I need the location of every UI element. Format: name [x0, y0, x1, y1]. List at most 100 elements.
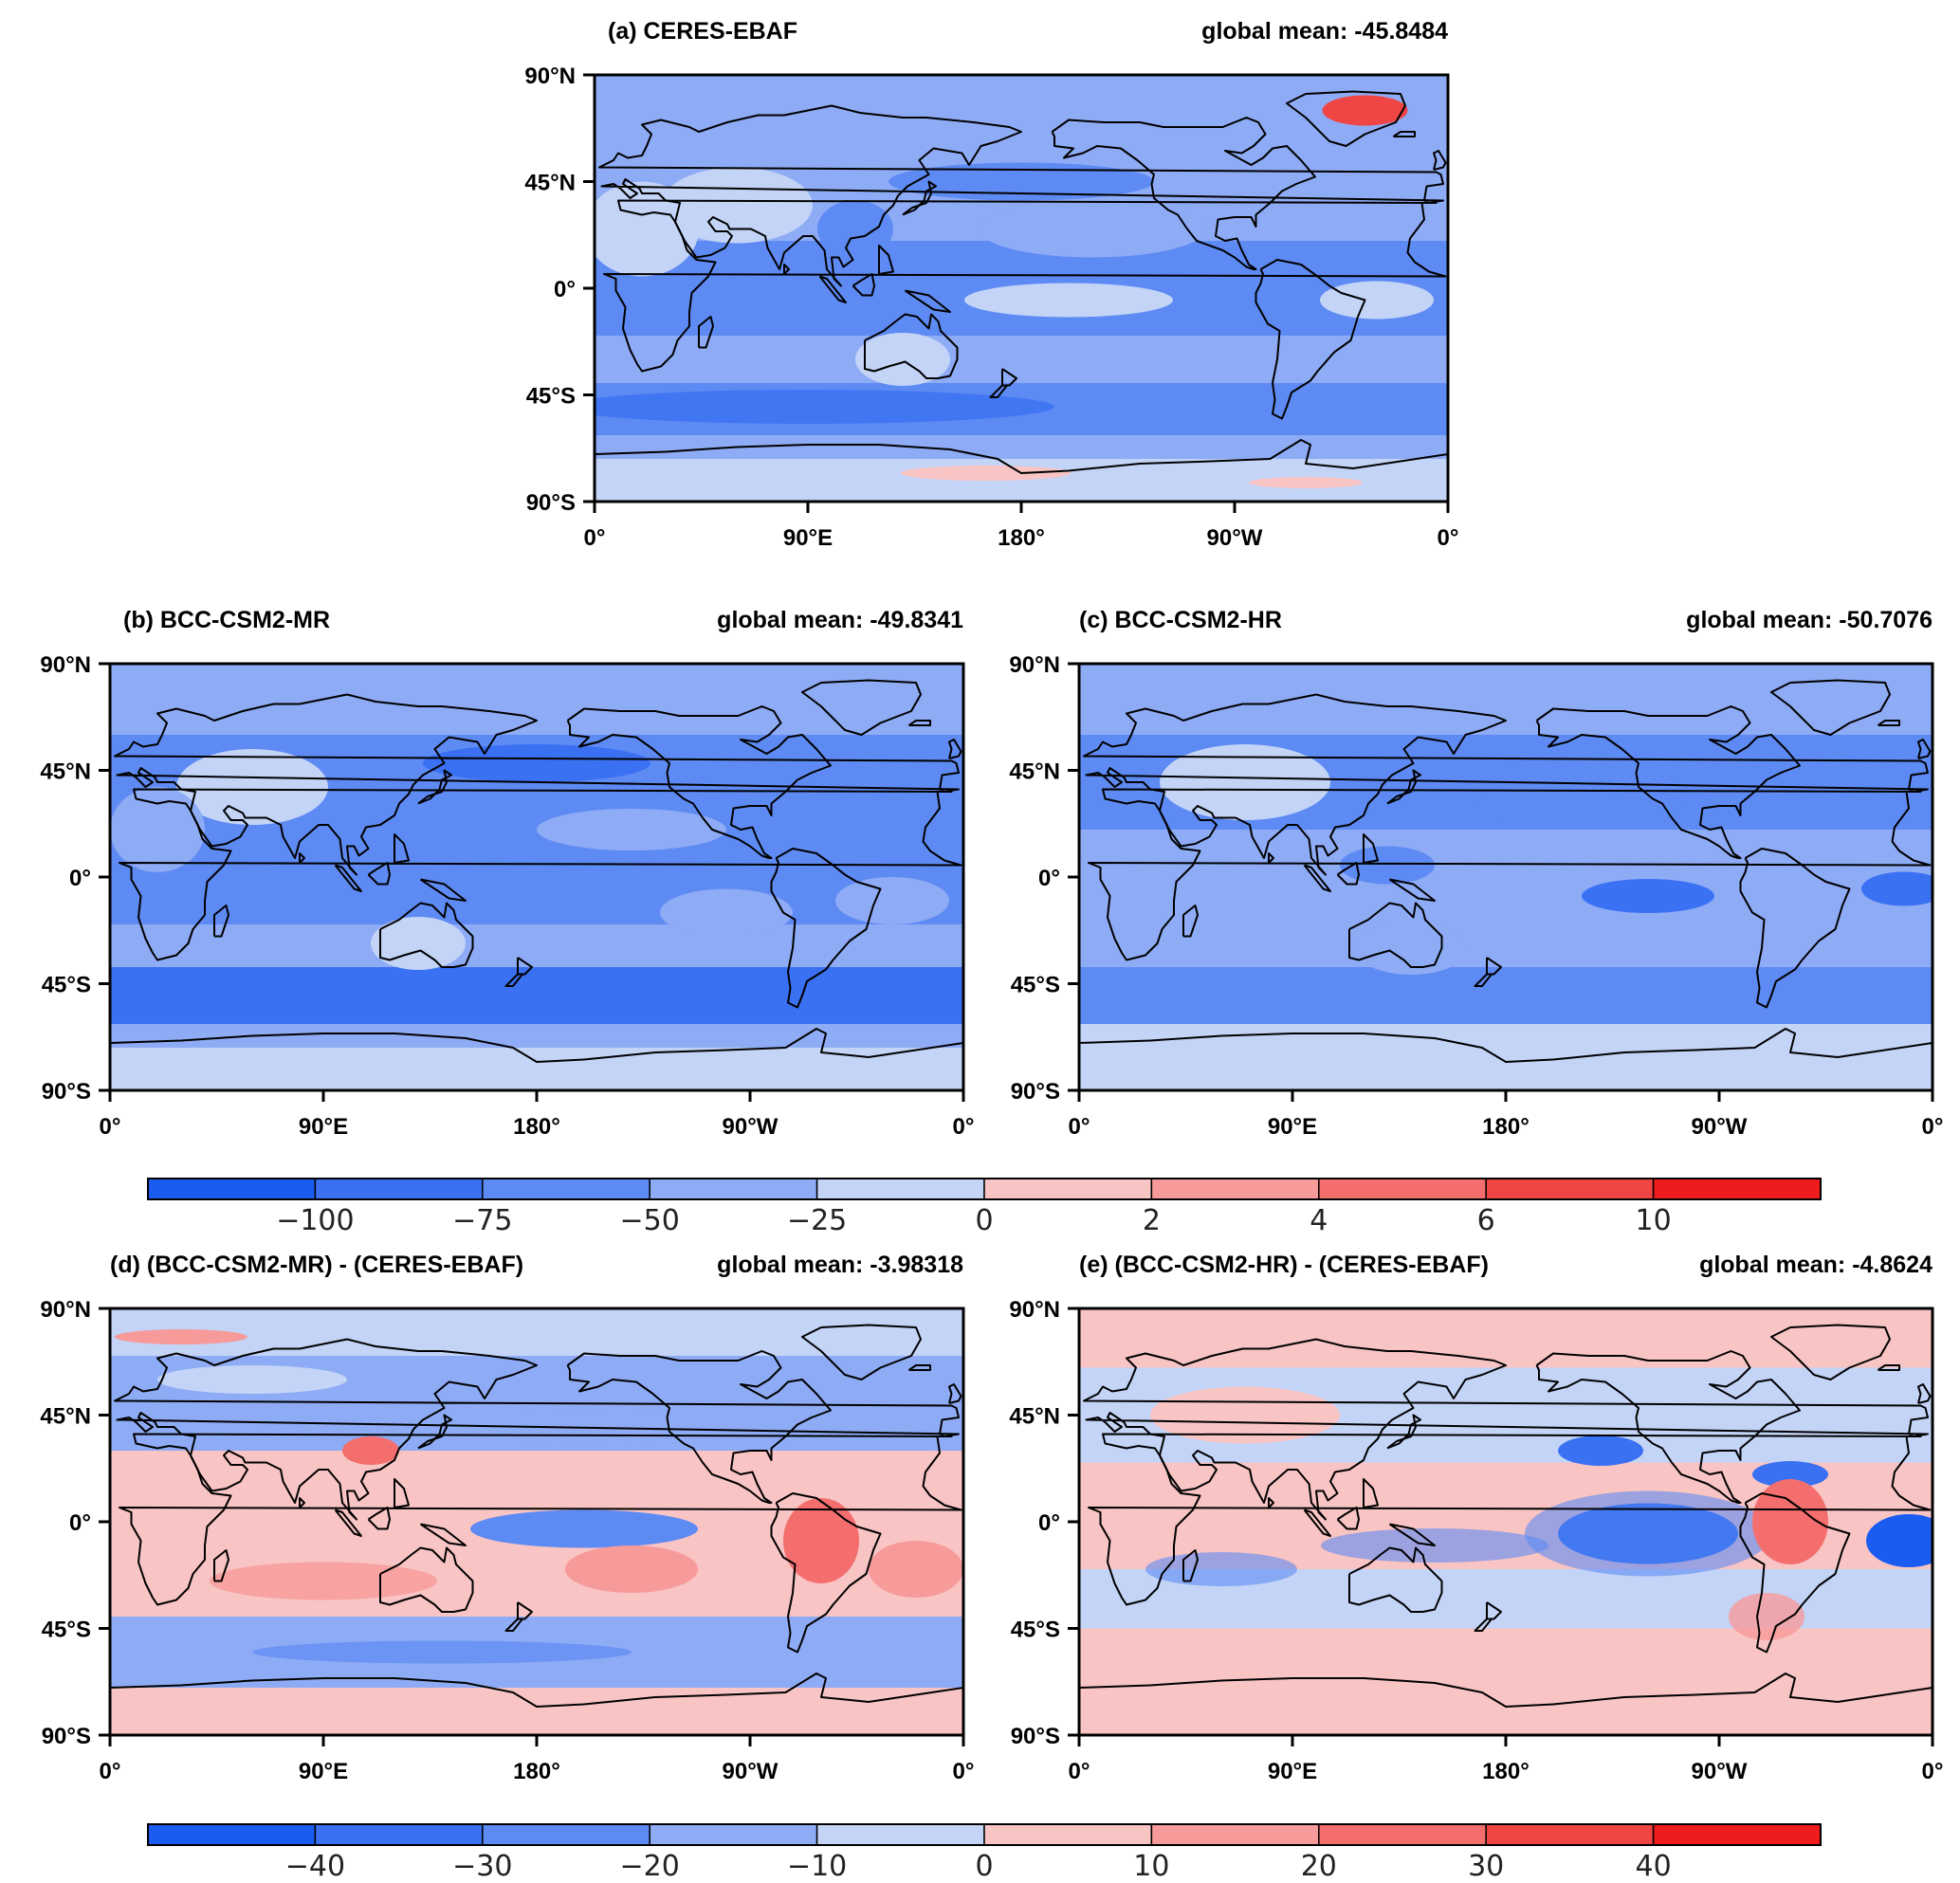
colorbar-label: 40: [1636, 1850, 1672, 1883]
panel-mr-minus-ceres: (d) (BCC-CSM2-MR) - (CERES-EBAF) global …: [40, 1252, 974, 1784]
colorbar-swatch: [649, 1178, 818, 1200]
colorbar-swatch: [815, 1823, 985, 1846]
panel-bcc-csm2-mr: (b) BCC-CSM2-MR global mean: -49.8341 90…: [40, 607, 974, 1140]
lat-tick-90s: 90°S: [526, 490, 576, 516]
colorbar-swatch: [815, 1178, 985, 1200]
lat-tick-0: 0°: [554, 277, 576, 302]
colorbar-label: −25: [787, 1204, 847, 1237]
colorbar-swatch: [147, 1178, 317, 1200]
lat-tick-45n: 45°N: [524, 171, 576, 196]
colorbar-label: 10: [1133, 1850, 1169, 1883]
lat-tick-45n: 45°N: [40, 759, 91, 785]
lat-tick-45n: 45°N: [40, 1404, 91, 1430]
colorbar-label: 20: [1301, 1850, 1337, 1883]
colorbar-absolute: −100 −75 −50 −25 0 2 4 6 10: [147, 1178, 1822, 1237]
lon-tick-90w: 90°W: [723, 1114, 779, 1140]
lon-tick-90w: 90°W: [1692, 1114, 1748, 1140]
lat-tick-90n: 90°N: [1009, 1297, 1060, 1323]
colorbar-label: 0: [975, 1850, 993, 1883]
colorbar-swatch: [314, 1178, 484, 1200]
colorbar-difference: −40 −30 −20 −10 0 10 20 30 40: [147, 1823, 1822, 1883]
colorbar-label: −75: [452, 1204, 512, 1237]
lat-tick-90s: 90°S: [1011, 1724, 1060, 1749]
lon-tick-90e: 90°E: [783, 525, 833, 551]
map-field: 90°N 45°N 0° 45°S 90°S 0° 90°E 180° 90°W 0°: [40, 652, 974, 1140]
colorbar-swatch: [147, 1823, 317, 1846]
lat-tick-0: 0°: [69, 866, 91, 891]
lat-tick-90s: 90°S: [42, 1079, 91, 1105]
colorbar-swatch: [1318, 1178, 1487, 1200]
colorbar-swatch: [1150, 1823, 1320, 1846]
lon-tick-180: 180°: [998, 525, 1045, 551]
colorbar-swatch: [482, 1178, 650, 1200]
colorbar-label: 10: [1636, 1204, 1672, 1237]
colorbar-swatch: [649, 1823, 818, 1846]
colorbar-label: −30: [452, 1850, 512, 1883]
colorbar-swatch: [314, 1823, 484, 1846]
lon-tick-0: 0°: [584, 525, 606, 551]
lat-tick-90n: 90°N: [1009, 652, 1060, 678]
colorbar-label: 2: [1143, 1204, 1161, 1237]
panel-bcc-csm2-hr: (c) BCC-CSM2-HR global mean: -50.7076 90…: [1009, 607, 1943, 1140]
lon-tick-90w: 90°W: [723, 1759, 779, 1784]
lat-tick-90n: 90°N: [40, 1297, 91, 1323]
lon-tick-90w: 90°W: [1692, 1759, 1748, 1784]
colorbar-swatch: [1652, 1823, 1822, 1846]
colorbar-label: −50: [620, 1204, 680, 1237]
colorbar-label: −20: [620, 1850, 680, 1883]
lon-tick-0: 0°: [1069, 1759, 1090, 1784]
colorbar-swatch: [1652, 1178, 1822, 1200]
panel-title: (d) (BCC-CSM2-MR) - (CERES-EBAF): [110, 1252, 523, 1278]
map-field: 90°N 45°N 0° 45°S 90°S 0° 90°E 180° 90°W 0°: [524, 64, 1458, 551]
global-mean-label: global mean: -3.98318: [717, 1252, 963, 1278]
lon-tick-180: 180°: [1482, 1759, 1530, 1784]
lon-tick-0: 0°: [1069, 1114, 1090, 1140]
lat-tick-0: 0°: [1038, 1510, 1060, 1536]
global-mean-label: global mean: -49.8341: [717, 607, 963, 633]
colorbar-swatch: [1318, 1823, 1487, 1846]
lon-tick-90e: 90°E: [1268, 1114, 1317, 1140]
map-field: 90°N 45°N 0° 45°S 90°S 0° 90°E 180° 90°W 0°: [1009, 652, 1943, 1140]
lat-tick-0: 0°: [1038, 866, 1060, 891]
lat-tick-45s: 45°S: [42, 1618, 91, 1643]
lon-tick-180: 180°: [513, 1114, 560, 1140]
colorbar-swatch: [1485, 1178, 1655, 1200]
lon-tick-90e: 90°E: [299, 1759, 348, 1784]
global-mean-label: global mean: -4.8624: [1699, 1252, 1933, 1278]
lat-tick-0: 0°: [69, 1510, 91, 1536]
colorbar-label: 30: [1468, 1850, 1504, 1883]
lat-tick-45n: 45°N: [1009, 1404, 1060, 1430]
panel-hr-minus-ceres: (e) (BCC-CSM2-HR) - (CERES-EBAF) global …: [1009, 1252, 1944, 1784]
colorbar-label: −40: [285, 1850, 345, 1883]
panel-title: (b) BCC-CSM2-MR: [123, 607, 330, 633]
colorbar-label: 6: [1477, 1204, 1495, 1237]
colorbar-swatch: [1150, 1178, 1320, 1200]
lat-tick-90s: 90°S: [1011, 1079, 1060, 1105]
map-field: 90°N 45°N 0° 45°S 90°S 0° 90°E 180° 90°W 0°: [1009, 1297, 1944, 1784]
colorbar-label: 4: [1310, 1204, 1328, 1237]
lat-tick-90n: 90°N: [524, 64, 576, 89]
global-mean-label: global mean: -45.8484: [1201, 18, 1448, 45]
colorbar-swatch: [1485, 1823, 1655, 1846]
lon-tick-360: 0°: [1922, 1759, 1944, 1784]
lat-tick-90s: 90°S: [42, 1724, 91, 1749]
colorbar-label: −100: [276, 1204, 354, 1237]
lat-tick-45n: 45°N: [1009, 759, 1060, 785]
colorbar-label: −10: [787, 1850, 847, 1883]
colorbar-swatch: [983, 1178, 1153, 1200]
lon-tick-90w: 90°W: [1207, 525, 1263, 551]
lon-tick-0: 0°: [100, 1759, 121, 1784]
lon-tick-180: 180°: [1482, 1114, 1530, 1140]
global-mean-label: global mean: -50.7076: [1686, 607, 1933, 633]
lon-tick-360: 0°: [953, 1114, 975, 1140]
lon-tick-90e: 90°E: [1268, 1759, 1317, 1784]
lat-tick-45s: 45°S: [526, 384, 576, 410]
lon-tick-90e: 90°E: [299, 1114, 348, 1140]
lat-tick-45s: 45°S: [42, 973, 91, 998]
panel-title: (c) BCC-CSM2-HR: [1079, 607, 1282, 633]
lon-tick-360: 0°: [1438, 525, 1459, 551]
colorbar-swatch: [983, 1823, 1153, 1846]
lat-tick-45s: 45°S: [1011, 1618, 1060, 1643]
lat-tick-45s: 45°S: [1011, 973, 1060, 998]
